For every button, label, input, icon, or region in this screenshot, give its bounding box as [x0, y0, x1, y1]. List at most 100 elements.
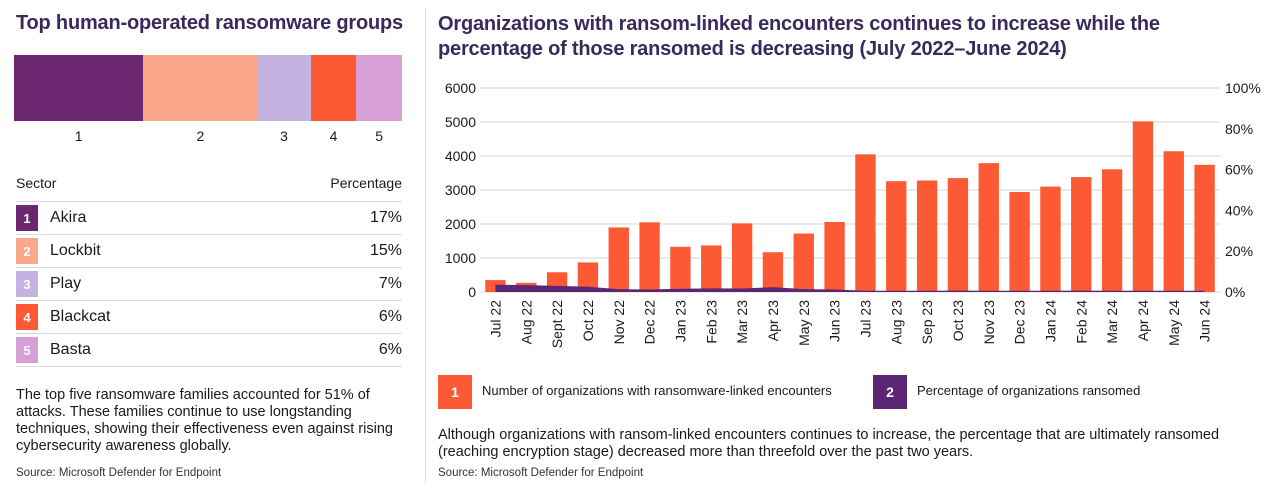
y-left-tick-label: 5000 — [445, 114, 476, 130]
stacked-share-bar — [14, 55, 402, 121]
x-tick-label: Mar 23 — [734, 300, 750, 344]
right-panel: Organizations with ransom-linked encount… — [432, 0, 1275, 491]
x-tick-label: Jun 24 — [1197, 300, 1213, 342]
stack-segment-blackcat — [310, 55, 357, 121]
y-right-tick-label: 80% — [1225, 121, 1253, 137]
x-tick-label: Feb 23 — [703, 300, 719, 344]
bar — [639, 222, 660, 292]
stack-segment-akira — [14, 55, 144, 121]
rank-badge: 4 — [16, 304, 38, 330]
stack-segment-basta — [356, 55, 402, 121]
x-tick-label: Sept 22 — [549, 300, 565, 348]
bar — [793, 233, 814, 292]
x-tick-label: Nov 22 — [611, 300, 627, 345]
x-tick-label: Apr 23 — [765, 300, 781, 341]
bar — [1132, 121, 1154, 292]
x-tick-label: Apr 24 — [1135, 300, 1151, 341]
left-panel: Top human-operated ransomware groups 1 2… — [0, 0, 420, 491]
x-tick-label: Oct 22 — [580, 300, 596, 341]
bar — [1194, 164, 1215, 292]
rank-badge: 3 — [16, 271, 38, 297]
rank-badge: 5 — [16, 337, 38, 363]
group-name: Blackcat — [50, 308, 111, 325]
x-tick-label: May 23 — [796, 300, 812, 346]
x-tick-label: Jan 24 — [1042, 300, 1058, 342]
y-right-tick-label: 0% — [1225, 284, 1245, 300]
group-percentage: 7% — [378, 275, 402, 292]
bar — [916, 180, 938, 292]
bar — [1101, 169, 1123, 292]
y-left-tick-label: 6000 — [445, 80, 476, 96]
legend-label-encounters: Number of organizations with ransomware-… — [482, 383, 832, 398]
sector-header: Sector — [16, 175, 57, 191]
table-row: 2 Lockbit 15% — [16, 234, 402, 267]
x-tick-label: Jul 23 — [857, 300, 873, 338]
table-row: 5 Basta 6% — [16, 333, 402, 367]
stack-segment-play — [257, 55, 311, 121]
x-tick-label: Jan 23 — [672, 300, 688, 342]
x-tick-label: May 24 — [1166, 300, 1182, 346]
chart-legend: 1 Number of organizations with ransomwar… — [438, 375, 1258, 409]
bar — [978, 163, 999, 292]
table-header: Sector Percentage — [16, 175, 402, 199]
y-right-tick-label: 60% — [1225, 162, 1253, 178]
stack-label-3: 3 — [280, 128, 288, 144]
bar — [577, 262, 599, 292]
x-tick-label: Mar 24 — [1104, 300, 1120, 344]
x-tick-label: Aug 23 — [888, 300, 904, 345]
bar — [824, 221, 845, 292]
table-row: 4 Blackcat 6% — [16, 300, 402, 333]
bar — [947, 178, 969, 292]
x-tick-label: Sep 23 — [919, 300, 935, 345]
ransomware-encounters-chart: 0 1000 2000 3000 4000 5000 6000 0% 20% 40% 60% 80% 1… — [445, 80, 1261, 348]
right-chart-title: Organizations with ransom-linked encount… — [438, 13, 1160, 60]
stack-segment-lockbit — [143, 55, 258, 121]
y-right-tick-label: 40% — [1225, 202, 1253, 218]
group-percentage: 17% — [369, 209, 402, 226]
rank-badge: 2 — [16, 238, 38, 264]
bar — [731, 223, 753, 292]
x-tick-label: Aug 22 — [518, 300, 534, 345]
x-tick-label: Jul 22 — [487, 300, 503, 338]
group-percentage: 6% — [378, 308, 402, 325]
y-left-tick-label: 1000 — [445, 250, 476, 266]
stack-label-5: 5 — [375, 128, 384, 144]
legend-swatch-encounters: 1 — [438, 375, 472, 409]
x-tick-label: Nov 23 — [981, 300, 997, 345]
bar — [855, 154, 876, 292]
stack-labels: 1 2 3 4 5 — [14, 128, 402, 148]
table-row: 1 Akira 17% — [16, 201, 402, 234]
stack-label-4: 4 — [329, 128, 338, 144]
y-right-tick-label: 100% — [1225, 80, 1261, 96]
group-name: Akira — [50, 209, 87, 226]
table-row: 3 Play 7% — [16, 267, 402, 300]
bar — [1071, 177, 1092, 292]
groups-table: 1 Akira 17% 2 Lockbit 15% 3 Play 7% 4 Bl… — [16, 201, 402, 367]
group-percentage: 15% — [369, 242, 402, 259]
right-description: Although organizations with ransom-linke… — [438, 427, 1220, 460]
bar — [670, 246, 691, 292]
group-name: Basta — [50, 341, 91, 358]
legend-label-ransomed: Percentage of organizations ransomed — [917, 383, 1141, 398]
legend-swatch-ransomed: 2 — [873, 375, 907, 409]
bar — [886, 181, 907, 292]
left-source: Source: Microsoft Defender for Endpoint — [16, 467, 222, 479]
y-left-tick-label: 2000 — [445, 216, 476, 232]
bar — [1163, 151, 1184, 292]
left-description: The top five ransomware families account… — [16, 387, 393, 454]
rank-badge: 1 — [16, 205, 38, 231]
x-tick-label: Jun 23 — [827, 300, 843, 342]
y-right-tick-label: 20% — [1225, 243, 1253, 259]
x-tick-label: Dec 22 — [642, 300, 658, 345]
right-source: Source: Microsoft Defender for Endpoint — [438, 467, 644, 479]
area-percentage-ransomed — [495, 284, 1205, 292]
bar — [608, 227, 629, 292]
bar — [1040, 186, 1061, 292]
x-tick-label: Dec 23 — [1012, 300, 1028, 345]
y-left-tick-label: 3000 — [445, 182, 476, 198]
group-name: Lockbit — [50, 242, 101, 259]
stack-label-1: 1 — [74, 128, 83, 144]
left-chart-title: Top human-operated ransomware groups — [16, 12, 403, 34]
y-left-tick-label: 0 — [468, 284, 476, 300]
percentage-header: Percentage — [330, 175, 402, 191]
